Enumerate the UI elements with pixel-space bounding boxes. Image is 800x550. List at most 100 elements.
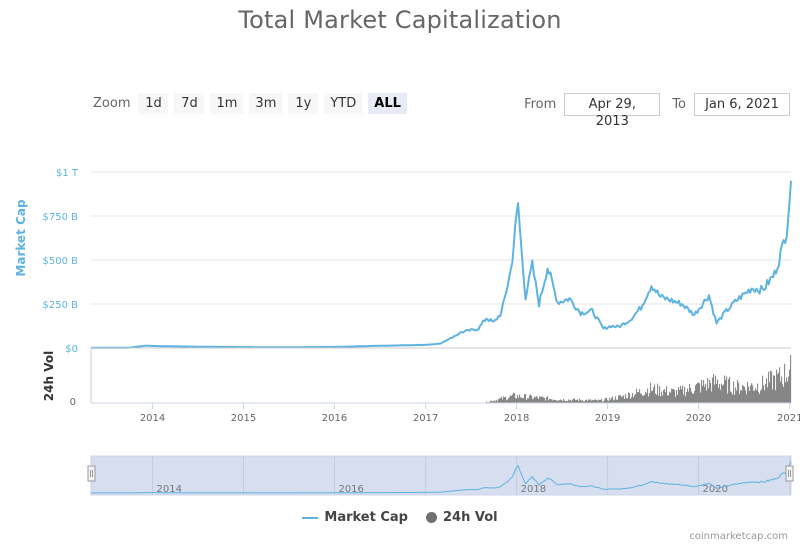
y-axis-title: Market Cap (14, 199, 28, 277)
y-axis-ticks: $0 $250 B $500 B $750 B $1 T (43, 168, 79, 355)
volume-bar (590, 399, 592, 403)
volume-bar (732, 394, 734, 403)
volume-bar (634, 395, 636, 403)
volume-bar (698, 382, 700, 403)
zoom-ytd-button[interactable]: YTD (324, 93, 363, 114)
volume-bar (715, 375, 717, 403)
volume-bar (605, 398, 607, 403)
volume-bar (785, 382, 787, 403)
navigator[interactable]: 2014 2016 2018 2020 (87, 455, 794, 496)
volume-bar (513, 392, 515, 403)
volume-bar (566, 400, 568, 403)
volume-bar (729, 376, 731, 403)
volume-axis-tick-0: 0 (70, 397, 76, 408)
x-tick-label: 2019 (595, 413, 620, 424)
y-tick-label: $250 B (43, 300, 79, 311)
volume-bar (552, 400, 554, 403)
volume-bar (640, 393, 642, 403)
volume-bar (761, 389, 763, 403)
x-tick-label: 2021 (777, 413, 800, 424)
volume-bar (626, 398, 628, 403)
to-date-input[interactable]: Jan 6, 2021 (694, 93, 790, 116)
legend-label-market-cap: Market Cap (324, 510, 408, 525)
volume-bar (562, 401, 564, 403)
volume-bar (647, 388, 649, 403)
volume-bar (711, 391, 713, 403)
volume-bar (710, 383, 712, 403)
volume-bar (525, 394, 527, 403)
x-tick-label: 2017 (413, 413, 438, 424)
zoom-1d-button[interactable]: 1d (138, 93, 169, 114)
volume-bar (576, 399, 578, 403)
volume-bar (620, 395, 622, 403)
navigator-handle-left[interactable] (87, 465, 96, 482)
volume-bar (500, 398, 502, 403)
volume-bar (754, 390, 756, 403)
zoom-7d-button[interactable]: 7d (174, 93, 205, 114)
volume-bar (721, 383, 723, 403)
volume-bar (782, 384, 784, 403)
volume-bar (600, 400, 602, 403)
volume-bar (751, 383, 753, 403)
volume-bar (776, 369, 778, 403)
credits-link[interactable]: coinmarketcap.com (689, 531, 788, 542)
volume-bar (637, 392, 639, 403)
volume-bar (714, 384, 716, 403)
volume-bar (497, 401, 499, 403)
volume-bar (770, 370, 772, 403)
volume-bar (676, 389, 678, 403)
y-tick-label: $1 T (56, 168, 79, 179)
volume-bar (740, 390, 742, 403)
volume-bar (624, 399, 626, 403)
volume-bar (587, 401, 589, 403)
volume-bar (742, 384, 744, 403)
volume-bar (632, 392, 634, 403)
y-tick-label: $500 B (43, 256, 79, 267)
volume-bar (486, 401, 488, 403)
volume-bar (777, 374, 779, 403)
volume-bar (505, 396, 507, 403)
volume-bar (642, 395, 644, 403)
volume-bar (495, 401, 497, 403)
volume-bar (547, 396, 549, 403)
navigator-tick-label: 2020 (703, 484, 728, 495)
volume-bar (664, 389, 666, 403)
volume-bar (504, 397, 506, 403)
volume-bar (788, 376, 790, 403)
volume-bar (516, 398, 518, 403)
zoom-all-button[interactable]: ALL (368, 93, 407, 114)
volume-bar (617, 399, 619, 403)
volume-bar (608, 400, 610, 403)
volume-bar (723, 384, 725, 403)
from-date-input[interactable]: Apr 29, 2013 (564, 93, 661, 129)
legend-item-market-cap[interactable]: Market Cap (302, 510, 408, 525)
legend-item-volume[interactable]: 24h Vol (425, 510, 498, 525)
volume-bar (563, 398, 565, 403)
volume-bar (584, 401, 586, 403)
navigator-handle-right[interactable] (785, 465, 794, 482)
volume-bar (503, 396, 505, 403)
zoom-1m-button[interactable]: 1m (210, 93, 244, 114)
volume-bar (783, 387, 785, 403)
volume-bar (627, 398, 629, 403)
volume-bar (738, 383, 740, 403)
volume-bar (735, 387, 737, 403)
volume-bar (630, 398, 632, 403)
volume-bar (508, 398, 510, 403)
volume-bar (567, 401, 569, 403)
volume-bar (756, 390, 758, 403)
volume-bar (659, 386, 661, 403)
volume-bar (593, 400, 595, 403)
volume-bar (681, 389, 683, 403)
volume-bar (546, 397, 548, 403)
volume-bar (688, 391, 690, 403)
volume-bar (530, 394, 532, 403)
zoom-3m-button[interactable]: 3m (249, 93, 283, 114)
volume-bar (743, 386, 745, 403)
volume-bar (570, 399, 572, 403)
volume-bar (775, 390, 777, 403)
volume-bar (744, 387, 746, 403)
volume-bar (499, 398, 501, 403)
zoom-1y-button[interactable]: 1y (288, 93, 319, 114)
volume-bar (719, 384, 721, 403)
